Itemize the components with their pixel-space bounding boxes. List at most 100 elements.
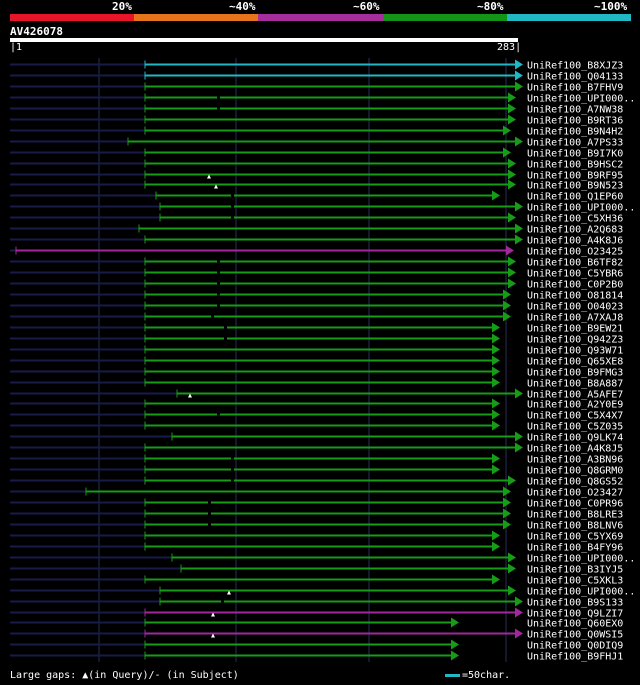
hit-label[interactable]: UniRef100_C5XH36 xyxy=(527,214,623,225)
hit-label[interactable]: UniRef100_C5YBR6 xyxy=(527,269,623,280)
hit-arrowhead xyxy=(451,617,459,628)
hit-label[interactable]: UniRef100_A4K8J6 xyxy=(527,236,623,247)
hit-arrowhead xyxy=(492,190,500,201)
hit-arrowhead xyxy=(515,442,523,453)
hit-arrowhead xyxy=(492,574,500,585)
hit-label[interactable]: UniRef100_B8LNV6 xyxy=(527,521,623,532)
hit-label[interactable]: UniRef100_A7PS33 xyxy=(527,138,623,149)
hit-label[interactable]: UniRef100_UPI000.. xyxy=(527,587,635,598)
hit-label[interactable]: UniRef100_A7XAJ8 xyxy=(527,313,623,324)
hit-label[interactable]: UniRef100_B9N4H2 xyxy=(527,127,623,138)
hit-label[interactable]: UniRef100_Q1EP60 xyxy=(527,192,623,203)
hit-arrowhead xyxy=(503,519,511,530)
hit-label[interactable]: UniRef100_B9EW21 xyxy=(527,324,623,335)
hit-label[interactable]: UniRef100_O23425 xyxy=(527,247,623,258)
hit-label[interactable]: UniRef100_Q942Z3 xyxy=(527,335,623,346)
subject-gap-marker xyxy=(217,412,220,417)
subject-gap-marker xyxy=(231,467,234,472)
hit-label[interactable]: UniRef100_B9I7K0 xyxy=(527,149,623,160)
hit-arrowhead xyxy=(508,552,516,563)
subject-gap-marker xyxy=(211,314,214,319)
hit-label[interactable]: UniRef100_C0PR96 xyxy=(527,499,623,510)
percentage-scale: 20% ~40% ~60% ~80% ~100% xyxy=(0,0,640,14)
subject-gap-marker xyxy=(217,292,220,297)
hit-label[interactable]: UniRef100_A2Q683 xyxy=(527,225,623,236)
hit-label[interactable]: UniRef100_Q65XE8 xyxy=(527,357,623,368)
hit-label[interactable]: UniRef100_A5AFE7 xyxy=(527,390,623,401)
hit-label[interactable]: UniRef100_B7FHV9 xyxy=(527,83,623,94)
hit-arrowhead xyxy=(492,409,500,420)
hit-label[interactable]: UniRef100_B9S133 xyxy=(527,598,623,609)
hit-arrowhead xyxy=(503,289,511,300)
hit-label[interactable]: UniRef100_B4FY96 xyxy=(527,543,623,554)
hit-arrowhead xyxy=(508,103,516,114)
hit-arrowhead xyxy=(492,453,500,464)
hit-label[interactable]: UniRef100_B8A887 xyxy=(527,379,623,390)
pct-label: ~100% xyxy=(594,0,628,13)
hit-arrowhead xyxy=(503,125,511,136)
hit-label[interactable]: UniRef100_Q8GS52 xyxy=(527,477,623,488)
color-segment xyxy=(382,14,507,21)
hit-label[interactable]: UniRef100_A3BN96 xyxy=(527,455,623,466)
hit-label[interactable]: UniRef100_B9RT36 xyxy=(527,116,623,127)
hit-label[interactable]: UniRef100_Q0WSI5 xyxy=(527,630,623,641)
hit-arrowhead xyxy=(492,322,500,333)
hit-label[interactable]: UniRef100_C5XKL3 xyxy=(527,576,623,587)
query-gap-marker xyxy=(207,174,211,179)
hit-label[interactable]: UniRef100_Q04133 xyxy=(527,72,623,83)
hit-label[interactable]: UniRef100_B8XJZ3 xyxy=(527,61,623,72)
query-gap-marker xyxy=(214,184,218,189)
hit-label[interactable]: UniRef100_Q9LZI7 xyxy=(527,609,623,620)
hit-label[interactable]: UniRef100_Q93W71 xyxy=(527,346,623,357)
hit-label[interactable]: UniRef100_B9FMG3 xyxy=(527,368,623,379)
subject-gap-marker xyxy=(231,478,234,483)
hit-label[interactable]: UniRef100_Q0DIQ9 xyxy=(527,641,623,652)
hit-arrowhead xyxy=(503,300,511,311)
hit-label[interactable]: UniRef100_C5YX69 xyxy=(527,532,623,543)
hit-label[interactable]: UniRef100_O23427 xyxy=(527,488,623,499)
hit-label[interactable]: UniRef100_C5Z035 xyxy=(527,422,623,433)
hit-label[interactable]: UniRef100_B9RF95 xyxy=(527,171,623,182)
hit-label[interactable]: UniRef100_B9HSC2 xyxy=(527,160,623,171)
hit-label[interactable]: UniRef100_A2Y0E9 xyxy=(527,400,623,411)
hit-arrowhead xyxy=(492,333,500,344)
hit-label[interactable]: UniRef100_Q60EX0 xyxy=(527,619,623,630)
hit-arrowhead xyxy=(492,355,500,366)
hit-label[interactable]: UniRef100_UPI000.. xyxy=(527,554,635,565)
hit-arrowhead xyxy=(508,179,516,190)
hit-label[interactable]: UniRef100_UPI000.. xyxy=(527,94,635,105)
hit-arrowhead xyxy=(508,267,516,278)
subject-gap-marker xyxy=(221,599,224,604)
subject-gap-marker xyxy=(224,325,227,330)
hit-arrowhead xyxy=(506,245,514,256)
hit-label[interactable]: UniRef100_UPI000.. xyxy=(527,203,635,214)
hit-arrowhead xyxy=(492,420,500,431)
color-segment xyxy=(506,14,632,21)
hit-label[interactable]: UniRef100_C0P2B0 xyxy=(527,280,623,291)
hit-label[interactable]: UniRef100_Q8GRM0 xyxy=(527,466,623,477)
subject-gap-marker xyxy=(217,270,220,275)
hit-arrowhead xyxy=(515,607,523,618)
hit-label[interactable]: UniRef100_B6TF82 xyxy=(527,258,623,269)
hit-arrowhead xyxy=(508,92,516,103)
hit-label[interactable]: UniRef100_B9FHJ1 xyxy=(527,652,623,663)
hit-label[interactable]: UniRef100_O04023 xyxy=(527,302,623,313)
subject-gap-marker xyxy=(208,522,211,527)
hit-arrowhead xyxy=(503,497,511,508)
hit-label[interactable]: UniRef100_A4K8J5 xyxy=(527,444,623,455)
hit-arrowhead xyxy=(503,147,511,158)
hit-label[interactable]: UniRef100_Q9LK74 xyxy=(527,433,623,444)
query-gap-marker xyxy=(227,590,231,595)
hit-label[interactable]: UniRef100_O81814 xyxy=(527,291,623,302)
color-segment xyxy=(134,14,259,21)
hit-arrowhead xyxy=(492,377,500,388)
hit-arrowhead xyxy=(515,136,523,147)
hit-label[interactable]: UniRef100_C5X4X7 xyxy=(527,411,623,422)
subject-gap-marker xyxy=(217,106,220,111)
subject-gap-marker xyxy=(231,215,234,220)
hit-label[interactable]: UniRef100_B9N523 xyxy=(527,181,623,192)
hit-label[interactable]: UniRef100_B8LRE3 xyxy=(527,510,623,521)
hit-label[interactable]: UniRef100_B3IYJ5 xyxy=(527,565,623,576)
hit-arrowhead xyxy=(515,234,523,245)
hit-label[interactable]: UniRef100_A7NW38 xyxy=(527,105,623,116)
